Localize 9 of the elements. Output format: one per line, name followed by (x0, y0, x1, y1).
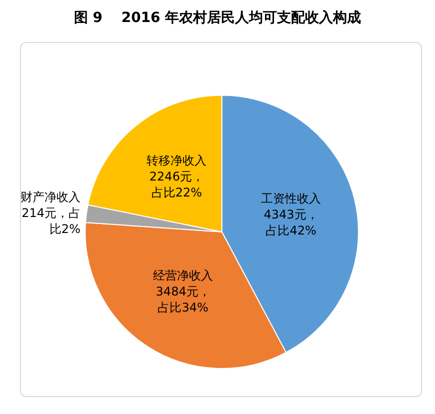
slice-label: 工资性收入 (261, 192, 322, 206)
data-label: 2246元，占比22% (149, 170, 204, 200)
slice-label: 财产净收入 (20, 190, 80, 204)
data-label: 214元，占比2% (22, 206, 80, 236)
data-label: 3484元，占比34% (156, 284, 210, 315)
data-label: 4343元，占比42% (264, 208, 318, 238)
chart-title: 图 9 2016 年农村居民人均可支配收入构成 (74, 10, 362, 26)
slice-label: 转移净收入 (146, 154, 207, 168)
slice-label: 经营净收入 (153, 268, 214, 283)
